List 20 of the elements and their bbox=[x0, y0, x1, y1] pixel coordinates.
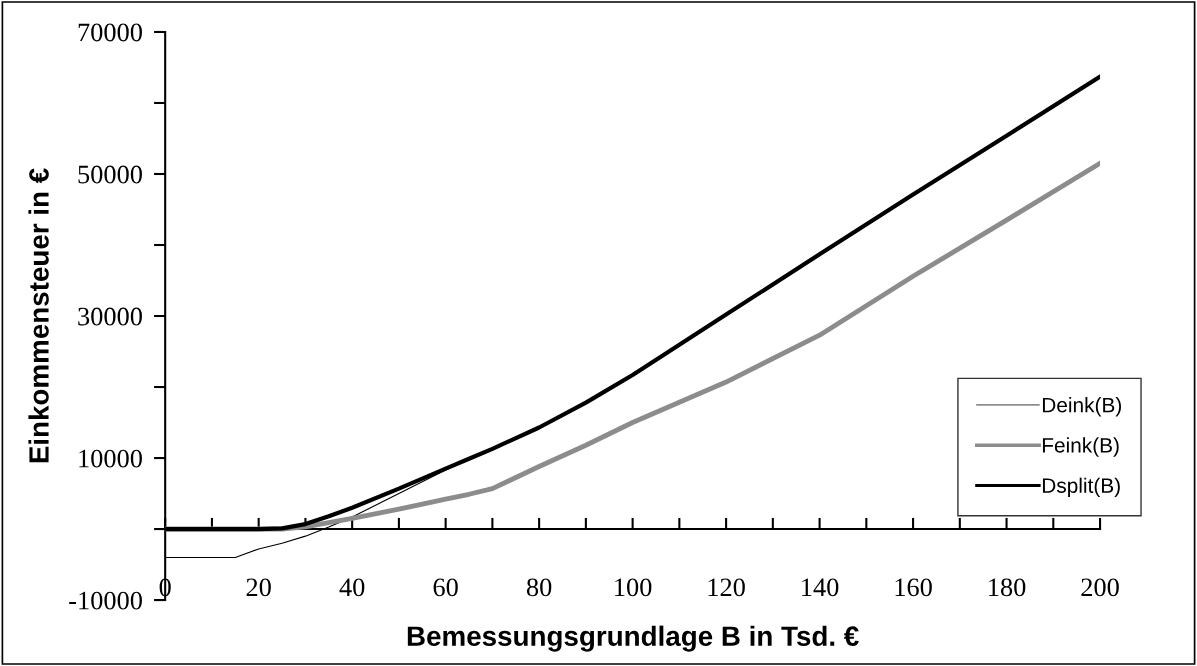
y-axis-title: Einkommensteuer in € bbox=[28, 168, 49, 463]
x-tick-label: 180 bbox=[989, 578, 1026, 597]
x-tick-label: 120 bbox=[708, 578, 745, 597]
y-tick-label: 70000 bbox=[78, 23, 142, 42]
x-tick-label: 140 bbox=[802, 578, 839, 597]
x-tick-label: 80 bbox=[526, 578, 552, 597]
x-tick-label: 60 bbox=[433, 578, 458, 597]
x-tick-label: 160 bbox=[895, 578, 932, 597]
legend-label: Feink(B) bbox=[1042, 437, 1119, 457]
x-tick-label: 200 bbox=[1081, 578, 1119, 597]
x-tick-label: 20 bbox=[246, 578, 271, 597]
y-tick-label: 50000 bbox=[78, 165, 142, 184]
x-tick-label: 100 bbox=[615, 578, 652, 597]
y-tick-label: 10000 bbox=[79, 449, 142, 468]
x-axis-title: Bemessungsgrundlage B in Tsd. € bbox=[407, 625, 859, 652]
legend-label: Deink(B) bbox=[1042, 397, 1121, 417]
x-tick-label: 40 bbox=[339, 578, 365, 597]
legend-label: Dsplit(B) bbox=[1042, 477, 1120, 498]
y-tick-label: 30000 bbox=[78, 307, 142, 326]
y-tick-label: -10000 bbox=[69, 591, 142, 610]
